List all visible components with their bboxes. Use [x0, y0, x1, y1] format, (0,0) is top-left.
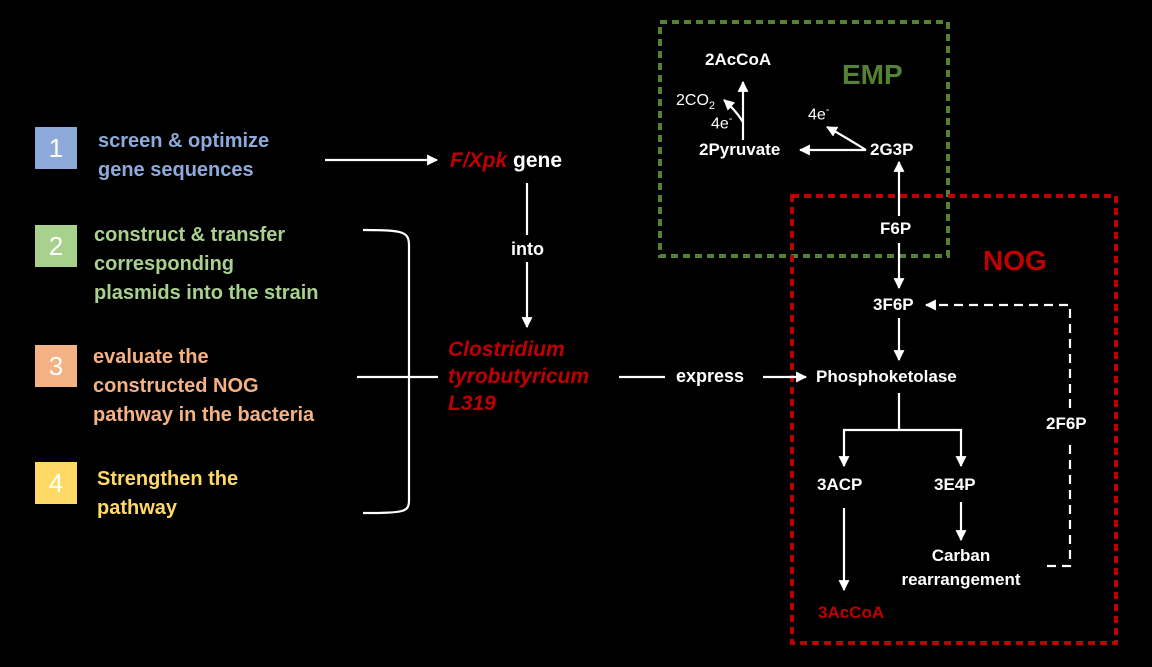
nog-f6p: F6P: [880, 219, 912, 238]
step-4-line-2: pathway: [97, 497, 178, 519]
gene-suffix: gene: [507, 149, 563, 172]
nog-title: NOG: [983, 245, 1047, 276]
emp-electron-left-sup: -: [728, 113, 733, 125]
step-1-line-2: gene sequences: [98, 159, 254, 181]
step-1-number-box: 1: [35, 127, 77, 169]
nog-3f6p: 3F6P: [873, 295, 914, 314]
step-2-number: 2: [48, 230, 64, 261]
step-3-text: evaluate the constructed NOG pathway in …: [93, 343, 314, 430]
step-3-line-2: constructed NOG: [93, 375, 259, 397]
organism-line-2: tyrobutyricum: [448, 365, 590, 388]
emp-box: [658, 20, 950, 258]
gene-name: F/Xpk: [450, 149, 508, 172]
step-4-number-box: 4: [35, 462, 77, 504]
step-2-text: construct & transfer corresponding plasm…: [94, 221, 318, 308]
nog-box: [790, 194, 1118, 645]
nog-carban-line-2: rearrangement: [901, 570, 1021, 589]
step-2-line-2: corresponding: [94, 253, 235, 275]
nog-3e4p: 3E4P: [934, 475, 976, 494]
step-3-line-1: evaluate the: [93, 346, 209, 368]
gene-label: F/Xpk gene: [450, 149, 562, 173]
step-1-line-1: screen & optimize: [98, 130, 270, 152]
arrow-split-to-3acp: [838, 428, 899, 468]
step-2-line-1: construct & transfer: [94, 224, 286, 246]
step-2-number-box: 2: [35, 225, 77, 267]
emp-acoa: 2AcCoA: [705, 50, 772, 69]
nog-3acoa: 3AcCoA: [818, 603, 885, 622]
steps-bracket: [362, 228, 411, 515]
step-4-line-1: Strengthen the: [97, 468, 239, 490]
nog-carban-rearrangement: Carban rearrangement: [888, 544, 1034, 592]
organism-line-1: Clostridium: [448, 338, 565, 361]
into-label: into: [511, 239, 544, 259]
step-3-number: 3: [48, 350, 64, 381]
step-4-number: 4: [48, 467, 64, 498]
nog-carban-line-1: Carban: [931, 546, 991, 565]
emp-g3p: 2G3P: [870, 140, 914, 159]
nog-2f6p: 2F6P: [1046, 414, 1087, 433]
dashed-recycle-upper: [924, 299, 1072, 408]
step-4-text: Strengthen the pathway: [97, 465, 238, 523]
organism-line-3: L319: [448, 392, 496, 415]
arrow-electron-release: [826, 126, 867, 151]
emp-co2-text: 2CO: [676, 92, 709, 109]
step-1-text: screen & optimize gene sequences: [98, 127, 269, 185]
emp-electron-right-sup: -: [825, 104, 830, 116]
dashed-recycle-lower: [1047, 440, 1072, 568]
emp-electron-right-text: 4e: [808, 106, 826, 124]
emp-co2: 2CO2: [676, 92, 715, 112]
arrow-split-to-3e4p: [899, 428, 967, 468]
express-label: express: [676, 366, 745, 386]
nog-phosphoketolase: Phosphoketolase: [816, 367, 957, 386]
step-1-number: 1: [48, 132, 64, 163]
emp-electron-right: 4e-: [808, 104, 829, 124]
emp-title: EMP: [842, 59, 903, 90]
emp-electron-left-text: 4e: [711, 115, 729, 133]
emp-co2-sub: 2: [708, 100, 716, 113]
nog-3acp: 3ACP: [817, 475, 863, 494]
step-3-line-3: pathway in the bacteria: [93, 404, 315, 426]
emp-pyruvate: 2Pyruvate: [699, 140, 781, 159]
step-2-line-3: plasmids into the strain: [94, 282, 319, 304]
emp-electron-left: 4e-: [711, 113, 732, 133]
organism-label: Clostridium tyrobutyricum L319: [448, 336, 589, 417]
arrow-co2-release: [723, 99, 744, 123]
step-3-number-box: 3: [35, 345, 77, 387]
